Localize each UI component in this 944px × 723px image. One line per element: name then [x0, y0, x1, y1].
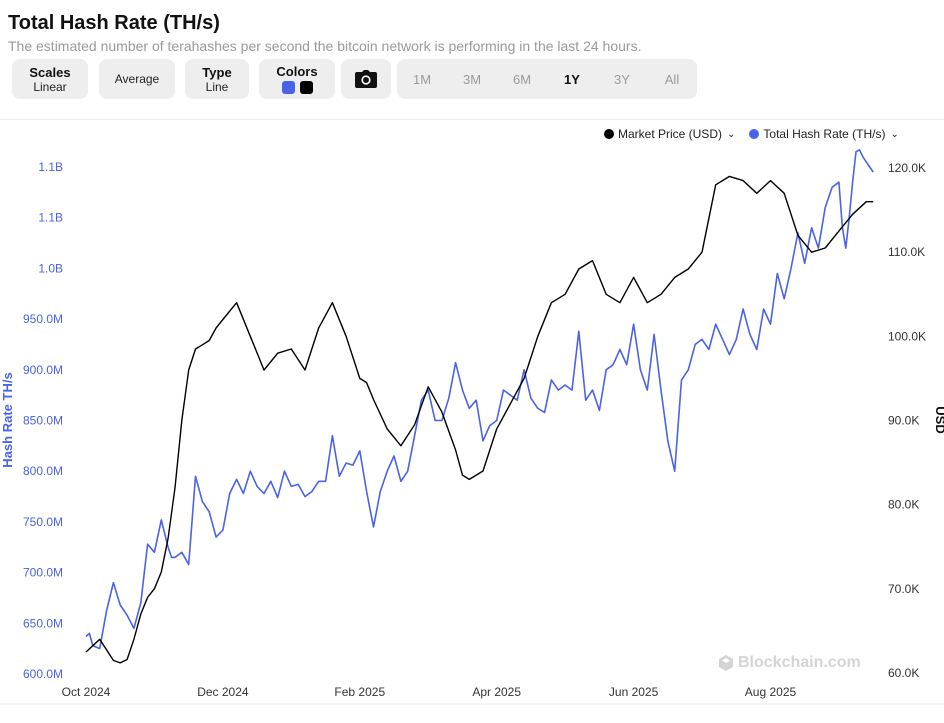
x-tick-label: Dec 2024	[197, 685, 249, 699]
chart-toolbar: Scales Linear Average Type Line Colors 1…	[12, 59, 712, 99]
watermark-text: Blockchain.com	[738, 654, 861, 671]
type-label: Type	[202, 64, 232, 80]
right-y-tick-label: 80.0K	[888, 498, 919, 512]
right-y-tick-label: 60.0K	[888, 666, 919, 680]
scales-button[interactable]: Scales Linear	[12, 59, 88, 99]
x-tick-label: Oct 2024	[62, 685, 111, 699]
range-6m-button[interactable]: 6M	[512, 71, 532, 87]
right-y-tick-label: 100.0K	[888, 329, 926, 343]
scales-label: Scales	[29, 64, 71, 80]
range-1y-button[interactable]: 1Y	[564, 71, 580, 87]
legend-hash-rate-label: Total Hash Rate (TH/s)	[763, 127, 886, 141]
x-tick-label: Jun 2025	[609, 685, 659, 699]
left-y-tick-label: 1.1B	[38, 160, 63, 174]
camera-icon	[355, 70, 377, 88]
hash-rate-legend-dot	[749, 129, 760, 139]
left-y-tick-label: 750.0M	[23, 515, 63, 529]
left-axis-title: Hash Rate TH/s	[0, 372, 15, 467]
average-label: Average	[114, 72, 160, 86]
left-y-tick-label: 850.0M	[23, 414, 63, 428]
hash-rate-color-swatch[interactable]	[281, 81, 295, 94]
left-y-tick-label: 900.0M	[23, 363, 63, 377]
left-y-tick-label: 1.0B	[38, 261, 63, 275]
market-price-color-swatch[interactable]	[299, 81, 313, 94]
left-y-tick-label: 700.0M	[23, 566, 63, 580]
range-3m-button[interactable]: 3M	[462, 71, 482, 87]
left-y-tick-label: 650.0M	[23, 616, 63, 630]
colors-label: Colors	[276, 64, 318, 79]
page-title: Total Hash Rate (TH/s)	[8, 12, 220, 34]
left-y-tick-label: 600.0M	[23, 667, 63, 681]
left-y-tick-label: 950.0M	[23, 312, 63, 326]
range-1m-button[interactable]: 1M	[412, 71, 432, 87]
market-price-series-line	[85, 175, 874, 664]
time-range-selector: 1M 3M 6M 1Y 3Y All	[397, 59, 697, 99]
blockchain-logo-icon	[719, 655, 733, 671]
chevron-down-icon[interactable]: ⌄	[727, 128, 736, 140]
scales-value: Linear	[33, 79, 67, 94]
header-divider	[0, 119, 944, 120]
right-y-tick-label: 110.0K	[888, 245, 925, 259]
average-button[interactable]: Average	[99, 59, 175, 99]
x-tick-label: Feb 2025	[334, 685, 385, 699]
left-y-tick-label: 1.1B	[38, 211, 63, 225]
right-y-tick-label: 120.0K	[888, 161, 926, 175]
left-y-tick-label: 800.0M	[23, 464, 63, 478]
range-3y-button[interactable]: 3Y	[614, 71, 630, 87]
legend-market-price[interactable]: Market Price (USD) ⌄	[604, 127, 735, 141]
colors-button[interactable]: Colors	[259, 59, 335, 99]
right-y-tick-label: 90.0K	[888, 414, 919, 428]
hash-rate-series-line	[85, 149, 874, 650]
right-axis-title: USD	[933, 406, 944, 433]
type-button[interactable]: Type Line	[185, 59, 249, 99]
x-tick-label: Apr 2025	[472, 685, 521, 699]
right-y-tick-label: 70.0K	[888, 582, 919, 596]
legend-hash-rate[interactable]: Total Hash Rate (TH/s) ⌄	[749, 127, 899, 141]
chart-legend: Market Price (USD) ⌄ Total Hash Rate (TH…	[604, 127, 899, 141]
x-tick-label: Aug 2025	[745, 685, 797, 699]
chevron-down-icon[interactable]: ⌄	[890, 128, 899, 140]
blockchain-watermark: Blockchain.com	[718, 654, 861, 672]
legend-market-price-label: Market Price (USD)	[618, 127, 723, 141]
type-value: Line	[205, 79, 229, 94]
range-all-button[interactable]: All	[664, 71, 680, 87]
page-subtitle: The estimated number of terahashes per s…	[8, 38, 642, 54]
screenshot-button[interactable]	[341, 59, 391, 99]
market-price-legend-dot	[604, 129, 614, 139]
